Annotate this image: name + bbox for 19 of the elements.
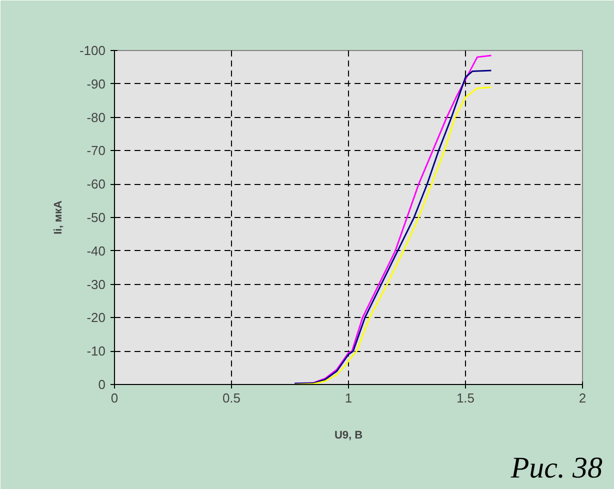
x-tick-label: 1 <box>344 390 352 406</box>
y-tick-label: -70 <box>86 143 106 158</box>
y-tick-label: -60 <box>86 176 106 192</box>
x-tick-label: 0 <box>110 390 118 406</box>
x-tick-label: 1.5 <box>456 390 475 406</box>
x-tick-label: 0.5 <box>222 390 241 406</box>
y-axis-title: Ii, мкА <box>52 200 64 234</box>
y-tick-label: -30 <box>86 276 106 292</box>
y-tick-label: -40 <box>86 243 106 258</box>
y-tick-label: -100 <box>79 43 106 58</box>
y-tick-label: -90 <box>86 76 106 92</box>
y-tick-label: -80 <box>86 110 106 125</box>
text: Рис. 38 <box>510 452 602 484</box>
y-tick-label: -10 <box>86 344 106 359</box>
y-tick-label: 0 <box>98 377 106 392</box>
x-tick-label: 2 <box>578 390 586 406</box>
y-tick-label: -20 <box>86 310 106 326</box>
x-axis-title: U9, В <box>334 430 363 442</box>
y-tick-label: -50 <box>86 210 106 225</box>
